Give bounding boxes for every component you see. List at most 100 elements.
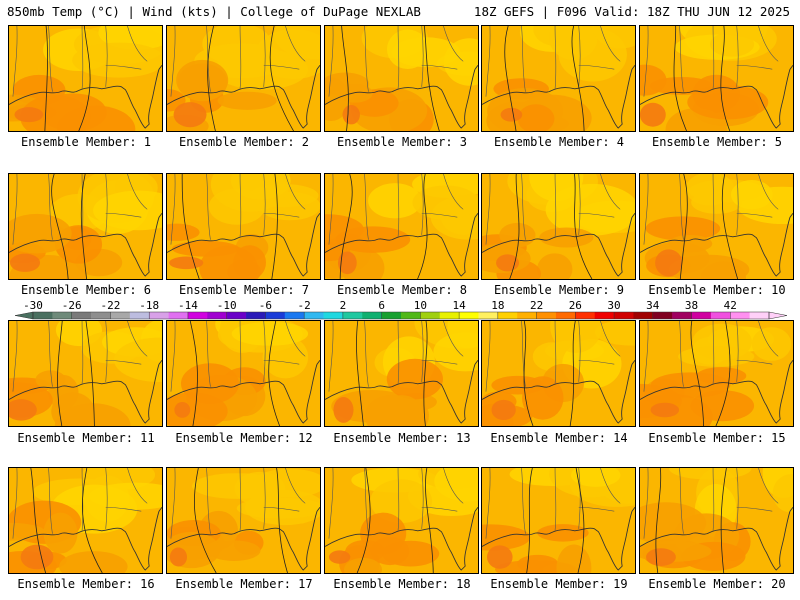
isotherm-contour — [571, 26, 585, 131]
cool-temperature-area — [368, 183, 422, 219]
state-border — [679, 468, 684, 534]
colorbar-swatch — [91, 312, 111, 319]
cool-temperature-area — [93, 190, 162, 231]
state-border — [421, 321, 424, 382]
warm-temperature-area — [176, 59, 229, 101]
warm-temperature-area — [217, 91, 277, 110]
colorbar-swatch — [284, 312, 305, 319]
temperature-colorbar: -30 -26 -22 -18 -14 -10 -6 -2 2 6 10 14 18 22 26 30 34 38… — [15, 300, 787, 320]
state-border — [643, 26, 649, 97]
state-border — [485, 174, 491, 245]
state-border — [397, 26, 400, 89]
hot-temperature-area — [328, 550, 351, 564]
ensemble-member-label: Ensemble Member: 8 — [336, 283, 468, 297]
isotherm-contour — [194, 468, 217, 573]
warm-temperature-area — [645, 216, 721, 241]
state-border — [421, 64, 458, 70]
state-border — [578, 321, 581, 382]
hot-temperature-area — [337, 251, 357, 275]
isotherm-contour — [720, 468, 727, 573]
hot-temperature-area — [169, 547, 188, 567]
state-border — [554, 26, 557, 89]
ensemble-member-label: Ensemble Member: 10 — [648, 283, 786, 297]
state-border — [421, 359, 458, 365]
isotherm-contour — [504, 26, 517, 131]
coastline — [482, 212, 635, 277]
ensemble-member-map — [166, 467, 321, 574]
ensemble-member-label: Ensemble Member: 7 — [178, 283, 310, 297]
isotherm-contour — [523, 321, 534, 426]
state-border — [285, 26, 306, 62]
state-border — [521, 26, 526, 92]
state-border — [736, 359, 773, 365]
colorbar-swatch — [575, 312, 595, 319]
state-border — [736, 174, 739, 235]
coastline — [482, 64, 635, 129]
cool-temperature-area — [550, 321, 602, 353]
isotherm-contour — [423, 321, 428, 426]
cool-temperature-area — [433, 332, 478, 372]
state-border — [81, 26, 84, 89]
state-border — [421, 506, 458, 512]
isotherm-contour — [57, 321, 63, 426]
isotherm-contour — [679, 174, 688, 279]
state-border — [105, 359, 142, 365]
state-border — [206, 321, 211, 387]
colorbar-swatch — [168, 312, 189, 319]
coastline — [640, 359, 793, 424]
hot-temperature-area — [491, 399, 516, 421]
state-border — [12, 174, 18, 245]
state-border — [170, 468, 176, 539]
cool-temperature-area — [594, 321, 635, 346]
isotherm-contour — [341, 26, 349, 131]
ensemble-member-map — [481, 467, 636, 574]
coastline — [9, 212, 162, 277]
ensemble-member-label: Ensemble Member: 3 — [336, 135, 468, 149]
ensemble-member-label: Ensemble Member: 2 — [178, 135, 310, 149]
state-border — [643, 174, 649, 245]
colorbar-swatch — [246, 312, 266, 319]
cool-temperature-area — [678, 346, 755, 367]
colorbar-tick-label: 26 — [569, 300, 582, 312]
cool-temperature-area — [592, 26, 635, 49]
state-border — [758, 468, 779, 504]
isotherm-contour — [85, 321, 95, 426]
isotherm-contour — [569, 321, 576, 426]
isotherm-contour — [356, 468, 371, 573]
colorbar-swatch — [459, 312, 479, 319]
colorbar-swatch — [555, 312, 576, 319]
state-border — [578, 26, 581, 87]
colorbar-swatch — [691, 312, 712, 319]
colorbar-swatch — [381, 312, 402, 319]
isotherm-contour — [80, 174, 87, 279]
state-border — [397, 174, 400, 237]
state-border — [600, 321, 621, 357]
state-border — [170, 174, 176, 245]
state-border — [263, 174, 266, 235]
state-border — [758, 174, 779, 210]
state-border — [758, 26, 779, 62]
colorbar-tick-label: 34 — [646, 300, 660, 312]
cool-temperature-area — [529, 174, 584, 202]
colorbar-tick-label: 18 — [491, 300, 504, 312]
state-border — [170, 26, 176, 97]
colorbar-swatch — [52, 312, 73, 319]
ensemble-member-map — [481, 25, 636, 132]
state-border — [263, 212, 300, 218]
state-border — [206, 468, 211, 534]
colorbar-swatch — [594, 312, 615, 319]
colorbar-swatch — [497, 312, 518, 319]
state-border — [105, 321, 108, 382]
warm-temperature-area — [649, 76, 714, 95]
ensemble-member-map — [639, 467, 794, 574]
state-border — [105, 64, 142, 70]
warm-temperature-area — [650, 372, 731, 398]
ensemble-member-map — [639, 25, 794, 132]
colorbar-swatch — [129, 312, 150, 319]
state-border — [421, 174, 424, 235]
state-border — [239, 321, 242, 384]
isotherm-contour — [574, 174, 593, 279]
warm-temperature-area — [43, 512, 78, 554]
warm-temperature-area — [499, 222, 536, 248]
state-border — [554, 174, 557, 237]
